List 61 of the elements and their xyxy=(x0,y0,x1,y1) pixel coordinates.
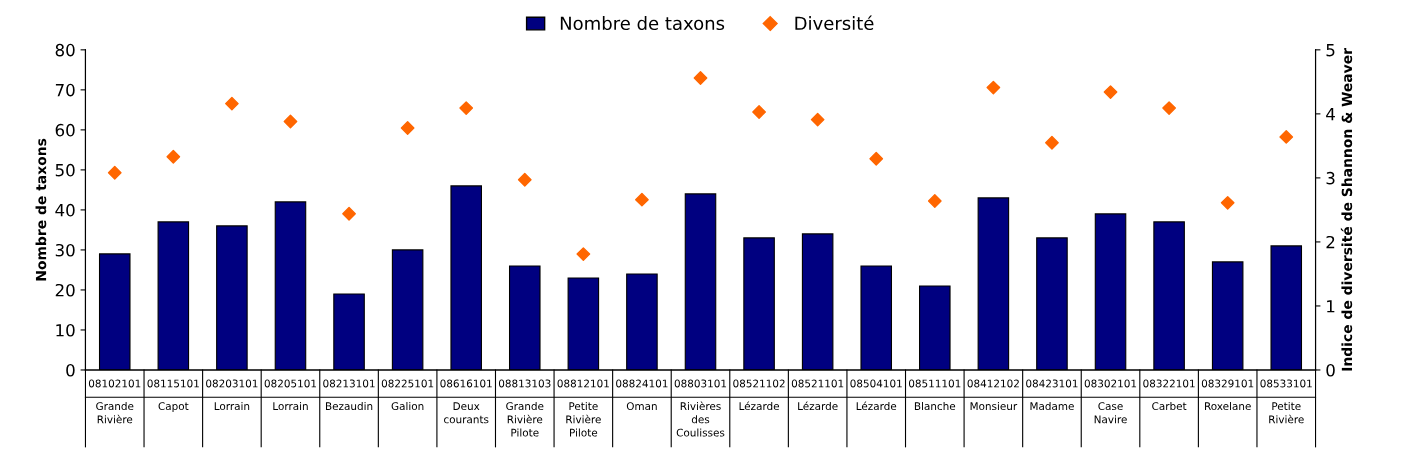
category-label: 08329101 Roxelane xyxy=(1201,379,1254,411)
point xyxy=(1103,85,1118,100)
category-label: 08322101 Carbet xyxy=(1143,379,1195,411)
point xyxy=(869,151,884,166)
y-tick-label: 80 xyxy=(55,43,75,57)
point xyxy=(1279,130,1294,144)
category-label: 08824101 Oman xyxy=(616,379,668,411)
legend-label: Nombre de taxons xyxy=(560,16,725,31)
y-tick-label: 20 xyxy=(55,283,75,297)
point xyxy=(400,121,415,135)
point xyxy=(1220,195,1235,210)
category-label: 08102101 Grande Rivière xyxy=(88,379,141,424)
y-tick-label: 30 xyxy=(55,243,75,257)
y-axis-title: Nombre de taxons xyxy=(35,138,47,281)
category-label: 08533101 Petite Rivière xyxy=(1260,379,1312,424)
category-label: 08423101 Madame xyxy=(1026,379,1078,411)
y2-tick-label: 5 xyxy=(1326,44,1335,57)
category-label: 08302101 Case Navire xyxy=(1084,379,1137,424)
point xyxy=(342,206,356,221)
category-label: 08511101 Blanche xyxy=(908,379,961,411)
category-label: 08521102 Lézarde xyxy=(733,379,785,411)
category-label: 08616101 Deux courants xyxy=(440,379,492,424)
legend-label: Diversité xyxy=(795,15,874,31)
point xyxy=(635,192,649,207)
y-tick-label: 70 xyxy=(55,83,75,97)
y2-tick-label: 2 xyxy=(1326,235,1335,249)
y2-tick-label: 3 xyxy=(1326,171,1335,185)
category-label: 08813103 Grande Rivière Pilote xyxy=(498,379,551,437)
y-tick-label: 10 xyxy=(56,323,75,337)
point xyxy=(224,96,239,111)
point xyxy=(986,80,1001,95)
point xyxy=(517,172,532,187)
y2-axis-title: Indice de diversité de Shannon & Weaver xyxy=(1340,48,1353,371)
y2-tick-label: 1 xyxy=(1327,300,1335,313)
category-label: 08803101 Rivières des Coulisses xyxy=(674,379,727,437)
point xyxy=(576,247,591,261)
y-tick-label: 60 xyxy=(55,123,75,137)
category-label: 08812101 Petite Rivière Pilote xyxy=(557,379,609,437)
category-label: 08521101 Lézarde xyxy=(791,379,844,411)
point xyxy=(927,194,942,208)
category-label: 08115101 Capot xyxy=(147,379,199,413)
category-label: 08504101 Lézarde xyxy=(850,379,902,411)
category-label: 08412102 Monsieur xyxy=(967,379,1019,411)
point xyxy=(283,114,298,129)
category-label: 08205101 Lorrain xyxy=(264,379,317,411)
category-label: 08225101 Galion xyxy=(381,379,434,411)
point xyxy=(1162,101,1177,116)
point xyxy=(107,165,122,180)
point xyxy=(693,71,708,85)
y2-tick-label: 4 xyxy=(1326,108,1335,121)
point xyxy=(166,149,181,164)
y-tick-label: 0 xyxy=(66,363,75,377)
point xyxy=(459,101,474,116)
point xyxy=(752,105,766,119)
category-label: 08213101 Bezaudin xyxy=(323,379,375,411)
y2-tick-label: 0 xyxy=(1326,363,1335,377)
y-tick-label: 40 xyxy=(55,203,75,217)
y-tick-label: 50 xyxy=(55,163,75,177)
category-label: 08203101 Lorrain xyxy=(206,379,258,411)
point xyxy=(810,112,825,127)
point xyxy=(1045,135,1059,150)
